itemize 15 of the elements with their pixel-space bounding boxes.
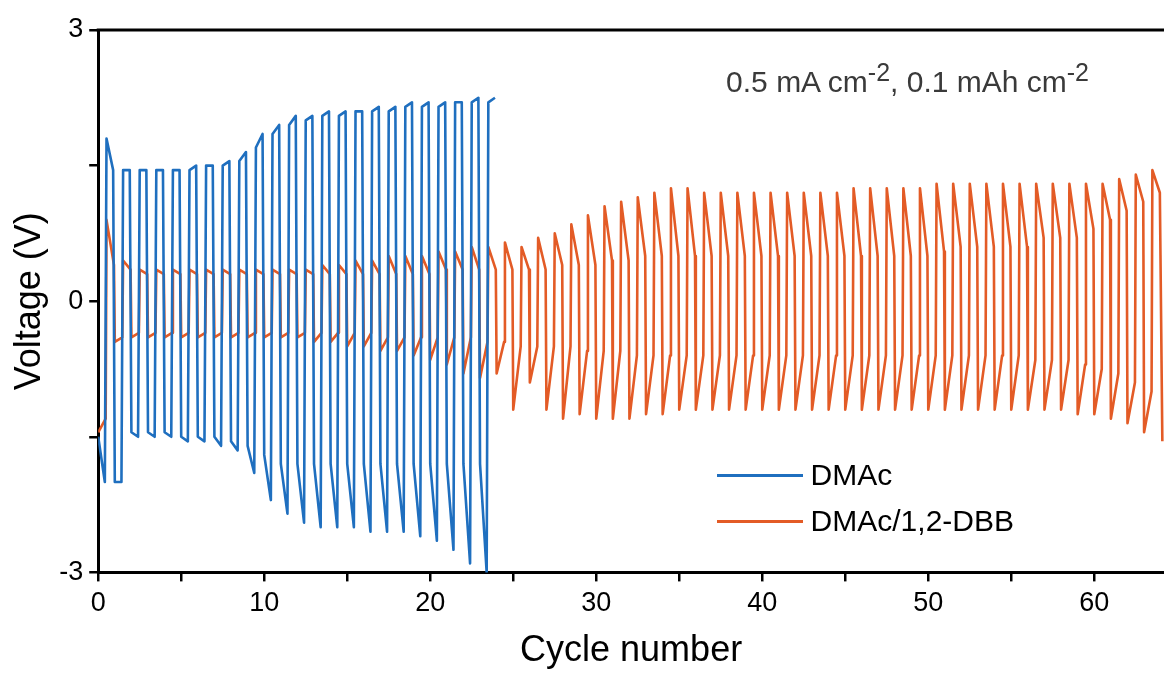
x-tick-label: 20: [415, 587, 446, 618]
x-tick-label: 40: [747, 587, 778, 618]
y-tick-label: 3: [68, 13, 84, 44]
x-axis-title: Cycle number: [520, 628, 743, 670]
y-tick-label: 0: [68, 284, 84, 315]
legend-label: DMAc: [810, 458, 893, 492]
annotation: 0.5 mA cm$^{-2}$, 0.1 mAh cm$^{-2}$: [726, 58, 1089, 99]
legend-label: DMAc/1,2-DBB: [810, 504, 1014, 538]
y-axis-title: Voltage (V): [6, 212, 48, 391]
y-tick-label: -3: [59, 555, 84, 586]
x-tick-label: 30: [581, 587, 612, 618]
x-tick-label: 50: [913, 587, 944, 618]
x-tick-label: 60: [1079, 587, 1110, 618]
x-tick-label: 0: [90, 587, 106, 618]
x-tick-label: 10: [249, 587, 280, 618]
